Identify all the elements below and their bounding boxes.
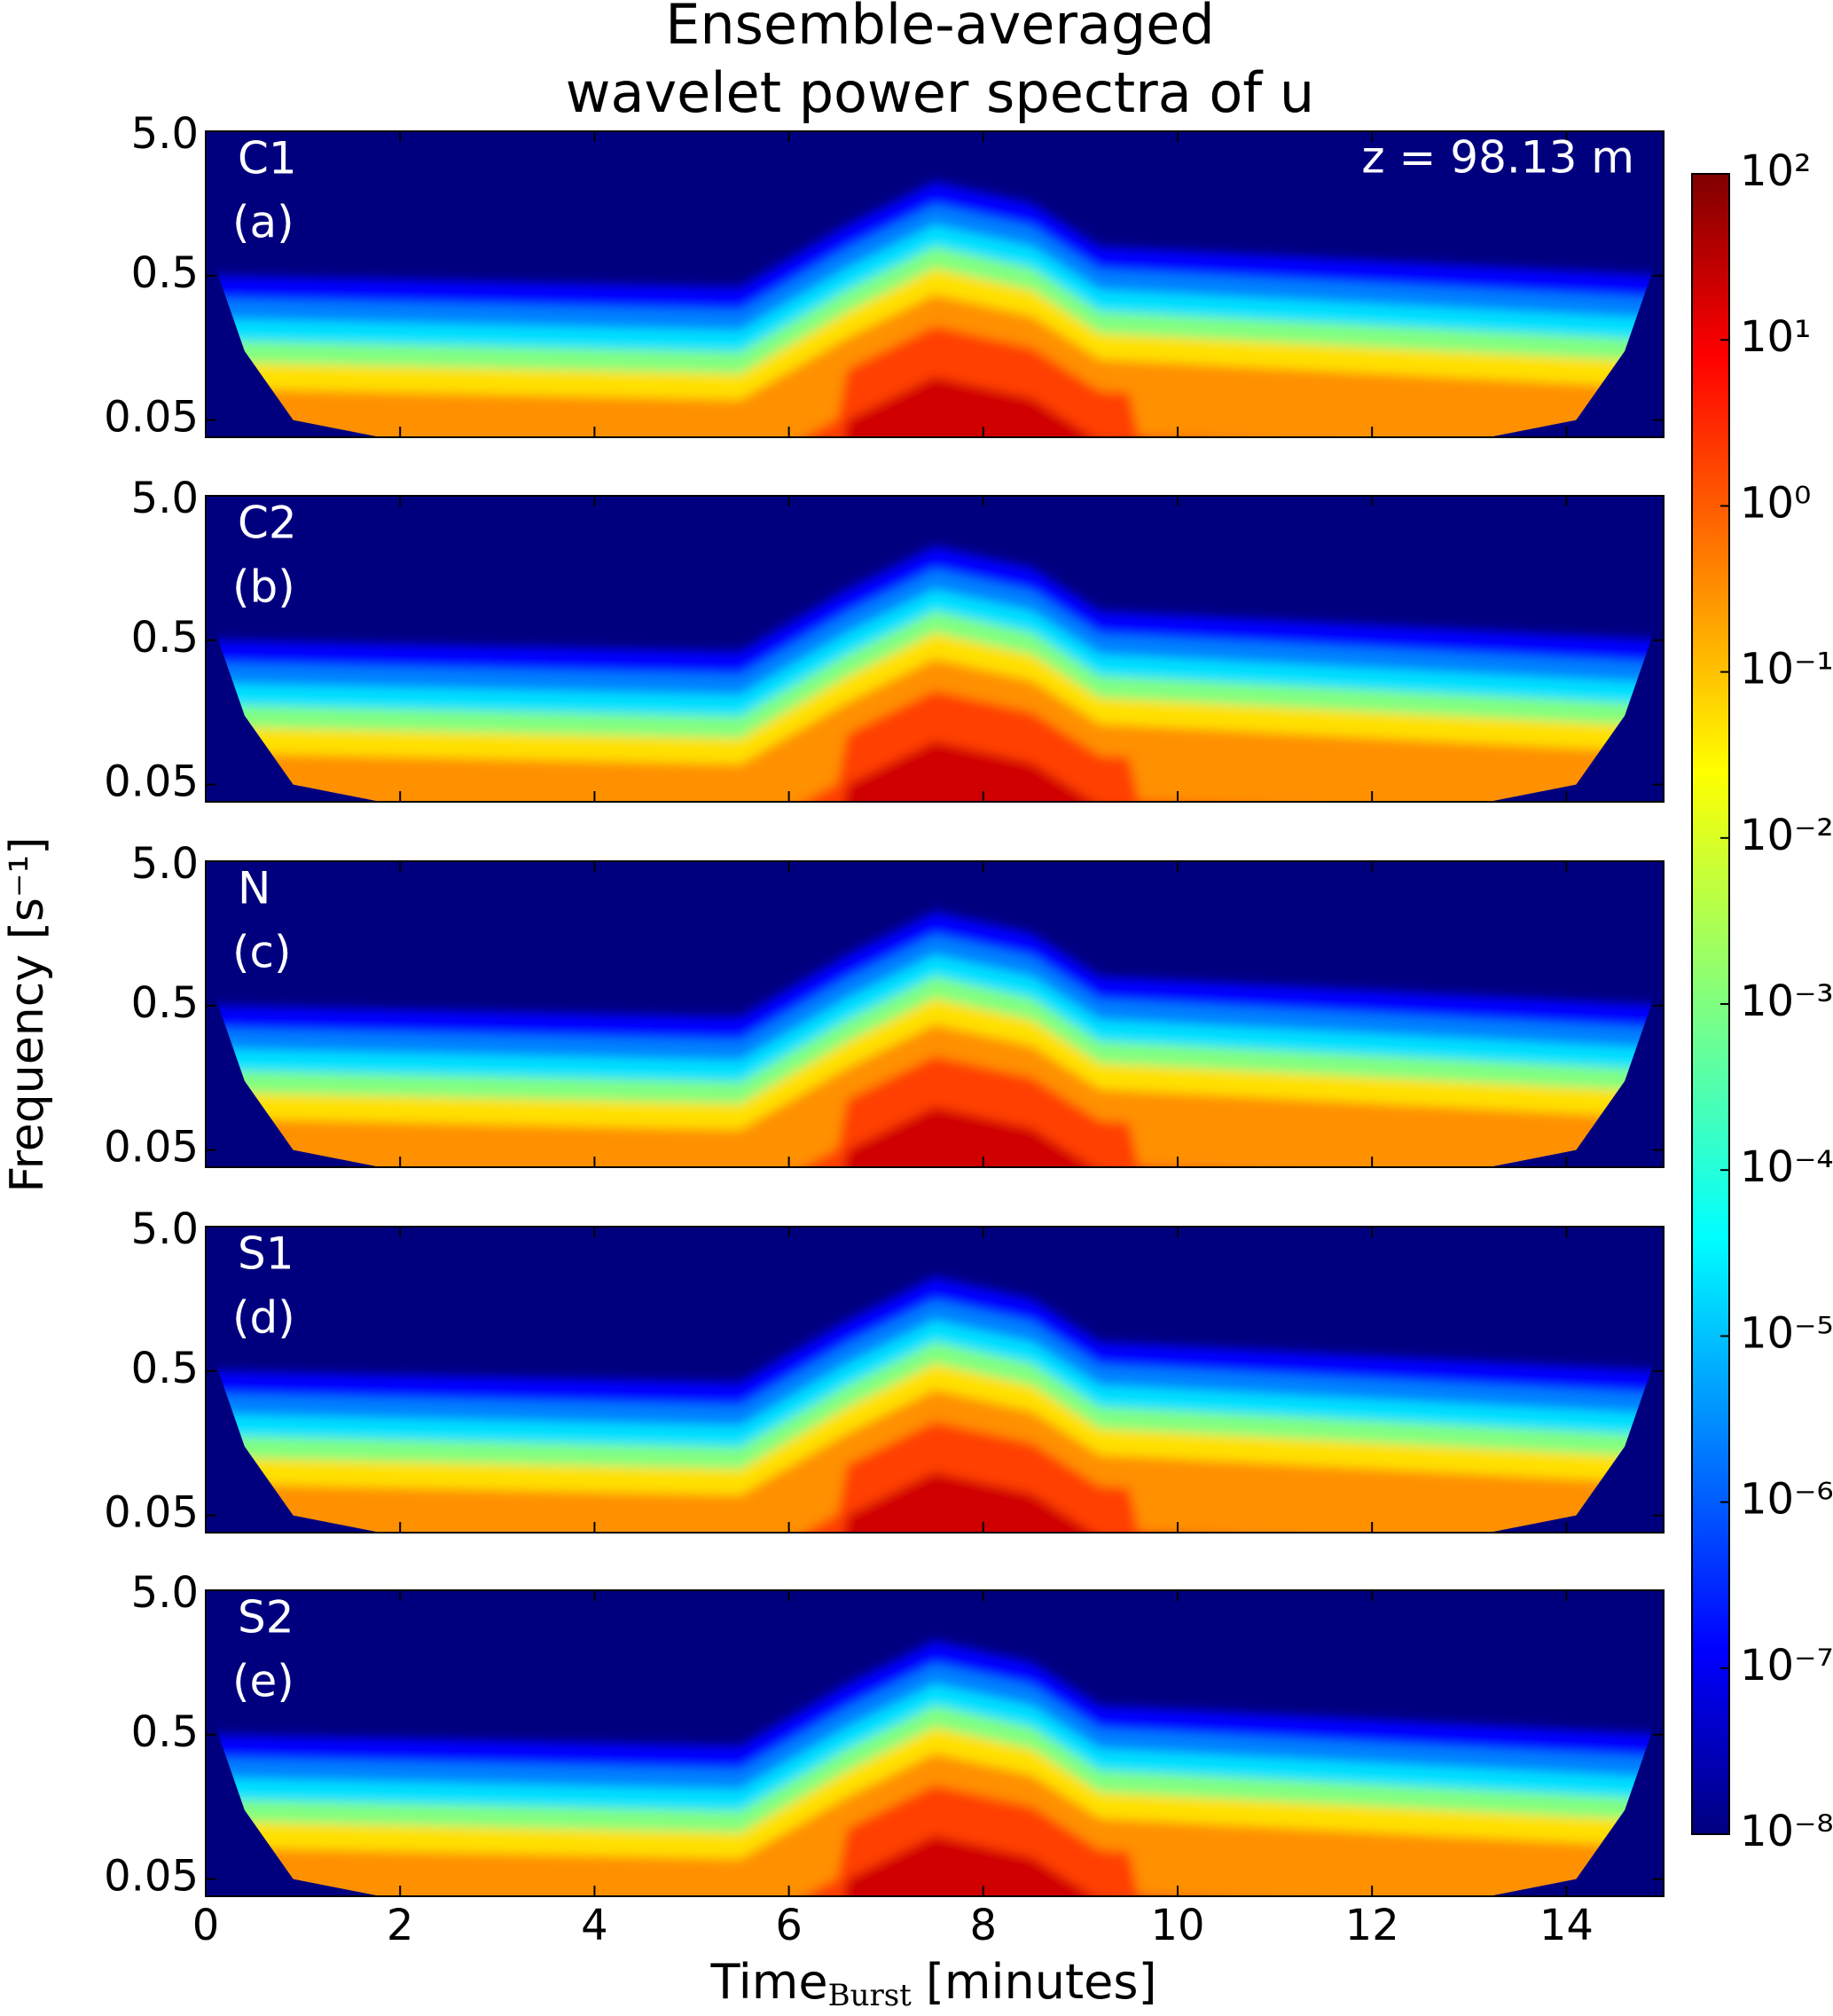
panel-label: (c)	[232, 927, 292, 978]
spectrum	[206, 545, 1664, 802]
y-tick-label: 0.5	[131, 248, 199, 298]
x-tick-label: 0	[192, 1901, 220, 1950]
x-tick-label: 14	[1539, 1901, 1594, 1950]
panel-label: (d)	[232, 1292, 295, 1344]
panel-frame	[205, 495, 1665, 803]
x-tick-label: 12	[1345, 1901, 1399, 1950]
panel-frame	[205, 1589, 1665, 1897]
panel-label: (b)	[232, 561, 295, 613]
colorbar-tick-label: 10⁻⁸	[1740, 1807, 1833, 1856]
y-tick-label: 0.5	[131, 978, 199, 1028]
x-tick-label: 6	[775, 1901, 803, 1950]
x-label-unit: [minutes]	[926, 1954, 1157, 2010]
spectrum-layers	[206, 545, 1664, 802]
x-label-text: Time	[709, 1954, 827, 2010]
title-line: wavelet power spectra of u	[566, 60, 1314, 125]
spectrum-layers	[206, 181, 1664, 437]
y-axis-label: Frequency [s⁻¹]	[1, 836, 54, 1192]
panel-frame	[205, 860, 1665, 1168]
panel-name: C1	[238, 133, 297, 184]
title-line: Ensemble-averaged	[665, 0, 1215, 57]
annotation: z = 98.13 m	[1361, 132, 1634, 184]
y-tick-label: 0.5	[131, 613, 199, 663]
x-axis-label: TimeBurst [minutes]	[709, 1954, 1156, 2013]
panel-label: (e)	[232, 1656, 294, 1707]
spectrum	[206, 181, 1664, 437]
spectrum-layers	[206, 911, 1664, 1167]
colorbar-tick-label: 10⁻⁶	[1740, 1475, 1833, 1525]
colorbar-tick-label: 10⁰	[1740, 478, 1811, 528]
y-tick-label: 0.05	[104, 1488, 199, 1538]
colorbar-tick-label: 10⁻²	[1740, 811, 1833, 860]
y-tick-label: 0.05	[104, 1852, 199, 1902]
colorbar-tick-label: 10²	[1740, 146, 1811, 196]
colorbar-tick-label: 10⁻⁴	[1740, 1142, 1833, 1192]
x-tick-label: 10	[1150, 1901, 1204, 1950]
y-tick-label: 5.0	[131, 474, 199, 523]
y-tick-label: 0.05	[104, 393, 199, 443]
spectrum	[206, 1640, 1664, 1896]
y-tick-label: 0.5	[131, 1707, 199, 1757]
y-tick-label: 0.05	[104, 1123, 199, 1173]
y-tick-label: 0.05	[104, 757, 199, 807]
y-tick-label: 0.5	[131, 1344, 199, 1393]
colorbar-tick-label: 10⁻⁵	[1740, 1308, 1833, 1358]
x-tick-label: 2	[387, 1901, 414, 1950]
panel-name: S2	[238, 1592, 294, 1643]
colorbar-tick-label: 10⁻³	[1740, 977, 1833, 1026]
spectrum-layers	[206, 1276, 1664, 1533]
colorbar-tick-label: 10¹	[1740, 312, 1811, 362]
x-tick-label: 8	[970, 1901, 998, 1950]
spectrum-layers	[206, 1640, 1664, 1896]
x-label-subscript: Burst	[828, 1978, 913, 2013]
spectrum	[206, 1276, 1664, 1533]
panel-label: (a)	[232, 197, 294, 248]
y-tick-label: 5.0	[131, 1568, 199, 1618]
y-tick-label: 5.0	[131, 1204, 199, 1254]
x-tick-label: 4	[581, 1901, 608, 1950]
colorbar-tick-label: 10⁻⁷	[1740, 1641, 1833, 1690]
panel-name: C2	[238, 498, 297, 549]
y-tick-label: 5.0	[131, 109, 199, 159]
panel-name: N	[238, 863, 270, 914]
colorbar-tick-label: 10⁻¹	[1740, 645, 1833, 694]
y-tick-label: 5.0	[131, 839, 199, 889]
panel-frame	[205, 130, 1665, 438]
panel-name: S1	[238, 1228, 294, 1280]
spectrum	[206, 911, 1664, 1167]
panel-frame	[205, 1226, 1665, 1534]
